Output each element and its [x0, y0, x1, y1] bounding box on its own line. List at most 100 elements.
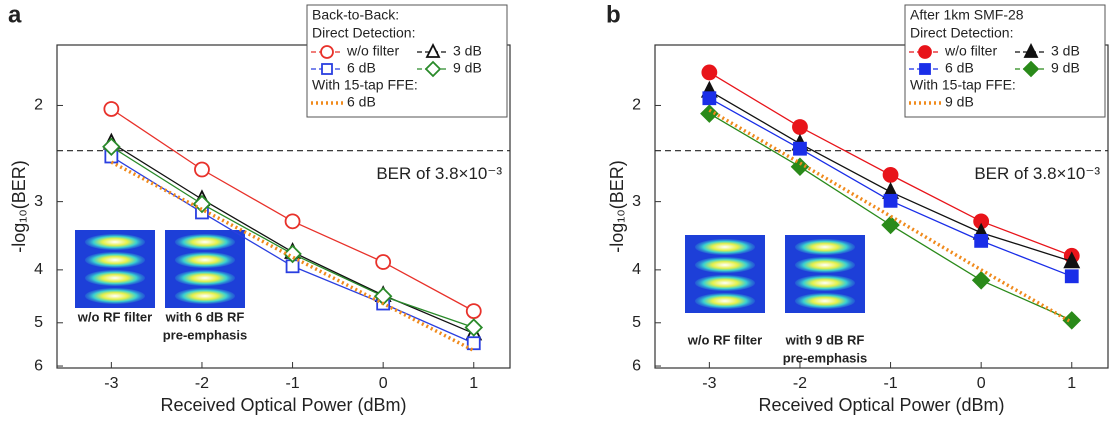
plot-frame: [56, 44, 511, 369]
eye-opening: [175, 288, 235, 304]
x-tick-label: 1: [469, 375, 478, 392]
inset-caption: w/o RF filter: [77, 309, 152, 324]
inset-caption: with 9 dB RF: [785, 332, 865, 347]
eye-opening: [85, 252, 145, 268]
legend-label: 3 dB: [1051, 43, 1080, 59]
x-tick-label: -3: [104, 375, 118, 392]
marker: [465, 303, 482, 320]
y-tick-label: 3: [34, 193, 43, 210]
eye-opening: [695, 275, 755, 291]
eye-diagram: [75, 230, 155, 308]
x-axis-label: Received Optical Power (dBm): [758, 395, 1004, 415]
marker: [102, 137, 121, 156]
marker: [321, 63, 333, 75]
y-tick-label: 2: [632, 97, 641, 114]
x-tick-label: -2: [195, 375, 209, 392]
y-tick-label: 3: [632, 193, 641, 210]
marker: [466, 336, 481, 351]
eye-opening: [795, 293, 855, 309]
eye-opening: [85, 234, 145, 250]
eye-opening: [175, 270, 235, 286]
inset-caption: w/o RF filter: [687, 332, 762, 347]
eye-opening: [795, 275, 855, 291]
marker: [320, 45, 334, 59]
marker: [918, 45, 932, 59]
y-axis-label: -log₁₀(BER): [9, 160, 29, 253]
marker: [103, 101, 120, 117]
eye-diagram: [165, 230, 245, 308]
y-tick-label: 5: [632, 314, 641, 331]
marker: [375, 254, 392, 270]
legend-box: [904, 4, 1106, 118]
eye-opening: [795, 257, 855, 273]
eye-opening: [175, 234, 235, 250]
legend-label: 9 dB: [1051, 60, 1080, 76]
reference-label: BER of 3.8×10⁻³: [376, 164, 502, 183]
inset-caption: pre-emphasis: [783, 350, 868, 365]
marker: [919, 63, 931, 75]
y-tick-label: 4: [632, 261, 641, 278]
eye-opening: [85, 288, 145, 304]
y-tick-label: 6: [34, 357, 43, 374]
panel-label: a: [8, 1, 22, 28]
marker: [192, 194, 212, 214]
x-axis-label: Received Optical Power (dBm): [160, 395, 406, 415]
marker: [793, 141, 807, 156]
legend-label: 9 dB: [453, 60, 482, 76]
legend-ffe-heading: With 15-tap FFE:: [312, 77, 418, 93]
marker: [790, 157, 810, 177]
ffe-line: [708, 108, 1073, 324]
x-tick-label: 0: [379, 375, 388, 392]
legend-label: w/o filter: [944, 43, 997, 59]
legend-label: 6 dB: [347, 94, 376, 110]
legend-label: 6 dB: [347, 60, 376, 76]
marker: [702, 91, 717, 106]
panel-label: b: [606, 1, 621, 28]
x-tick-label: 0: [977, 375, 986, 392]
plot-frame: [654, 44, 1109, 369]
marker: [883, 193, 898, 208]
legend-label: w/o filter: [346, 43, 399, 59]
legend-ffe-heading: With 15-tap FFE:: [910, 77, 1016, 93]
marker: [424, 60, 442, 78]
marker: [701, 64, 718, 81]
x-tick-label: -3: [702, 375, 716, 392]
eye-diagram: [685, 235, 765, 313]
marker: [425, 42, 441, 58]
eye-opening: [795, 239, 855, 255]
marker: [792, 119, 808, 135]
eye-opening: [695, 257, 755, 273]
reference-label: BER of 3.8×10⁻³: [974, 164, 1100, 183]
inset-caption: with 6 dB RF: [165, 309, 245, 324]
legend-label: 6 dB: [945, 60, 974, 76]
eye-diagram: [785, 235, 865, 313]
marker: [1023, 42, 1039, 58]
legend-box: [306, 4, 508, 118]
y-tick-label: 5: [34, 314, 43, 331]
marker: [882, 166, 899, 183]
eye-opening: [695, 239, 755, 255]
legend-label: 9 dB: [945, 94, 974, 110]
marker: [1063, 251, 1081, 269]
y-axis-label: -log₁₀(BER): [607, 160, 627, 253]
legend-title: After 1km SMF-28: [910, 7, 1024, 23]
marker: [1064, 269, 1079, 284]
legend-subtitle: Direct Detection:: [312, 25, 415, 41]
marker: [881, 215, 900, 235]
y-tick-label: 2: [34, 97, 43, 114]
eye-opening: [85, 270, 145, 286]
eye-opening: [695, 293, 755, 309]
marker: [194, 161, 210, 178]
legend-title: Back-to-Back:: [312, 7, 399, 23]
x-tick-label: -1: [883, 375, 897, 392]
marker: [283, 244, 302, 264]
y-tick-label: 6: [632, 357, 641, 374]
y-tick-label: 4: [34, 261, 43, 278]
legend-label: 3 dB: [453, 43, 482, 59]
x-tick-label: 1: [1067, 375, 1076, 392]
marker: [1022, 60, 1040, 78]
ffe-line: [110, 160, 475, 353]
marker: [1062, 311, 1082, 330]
marker: [700, 104, 719, 123]
